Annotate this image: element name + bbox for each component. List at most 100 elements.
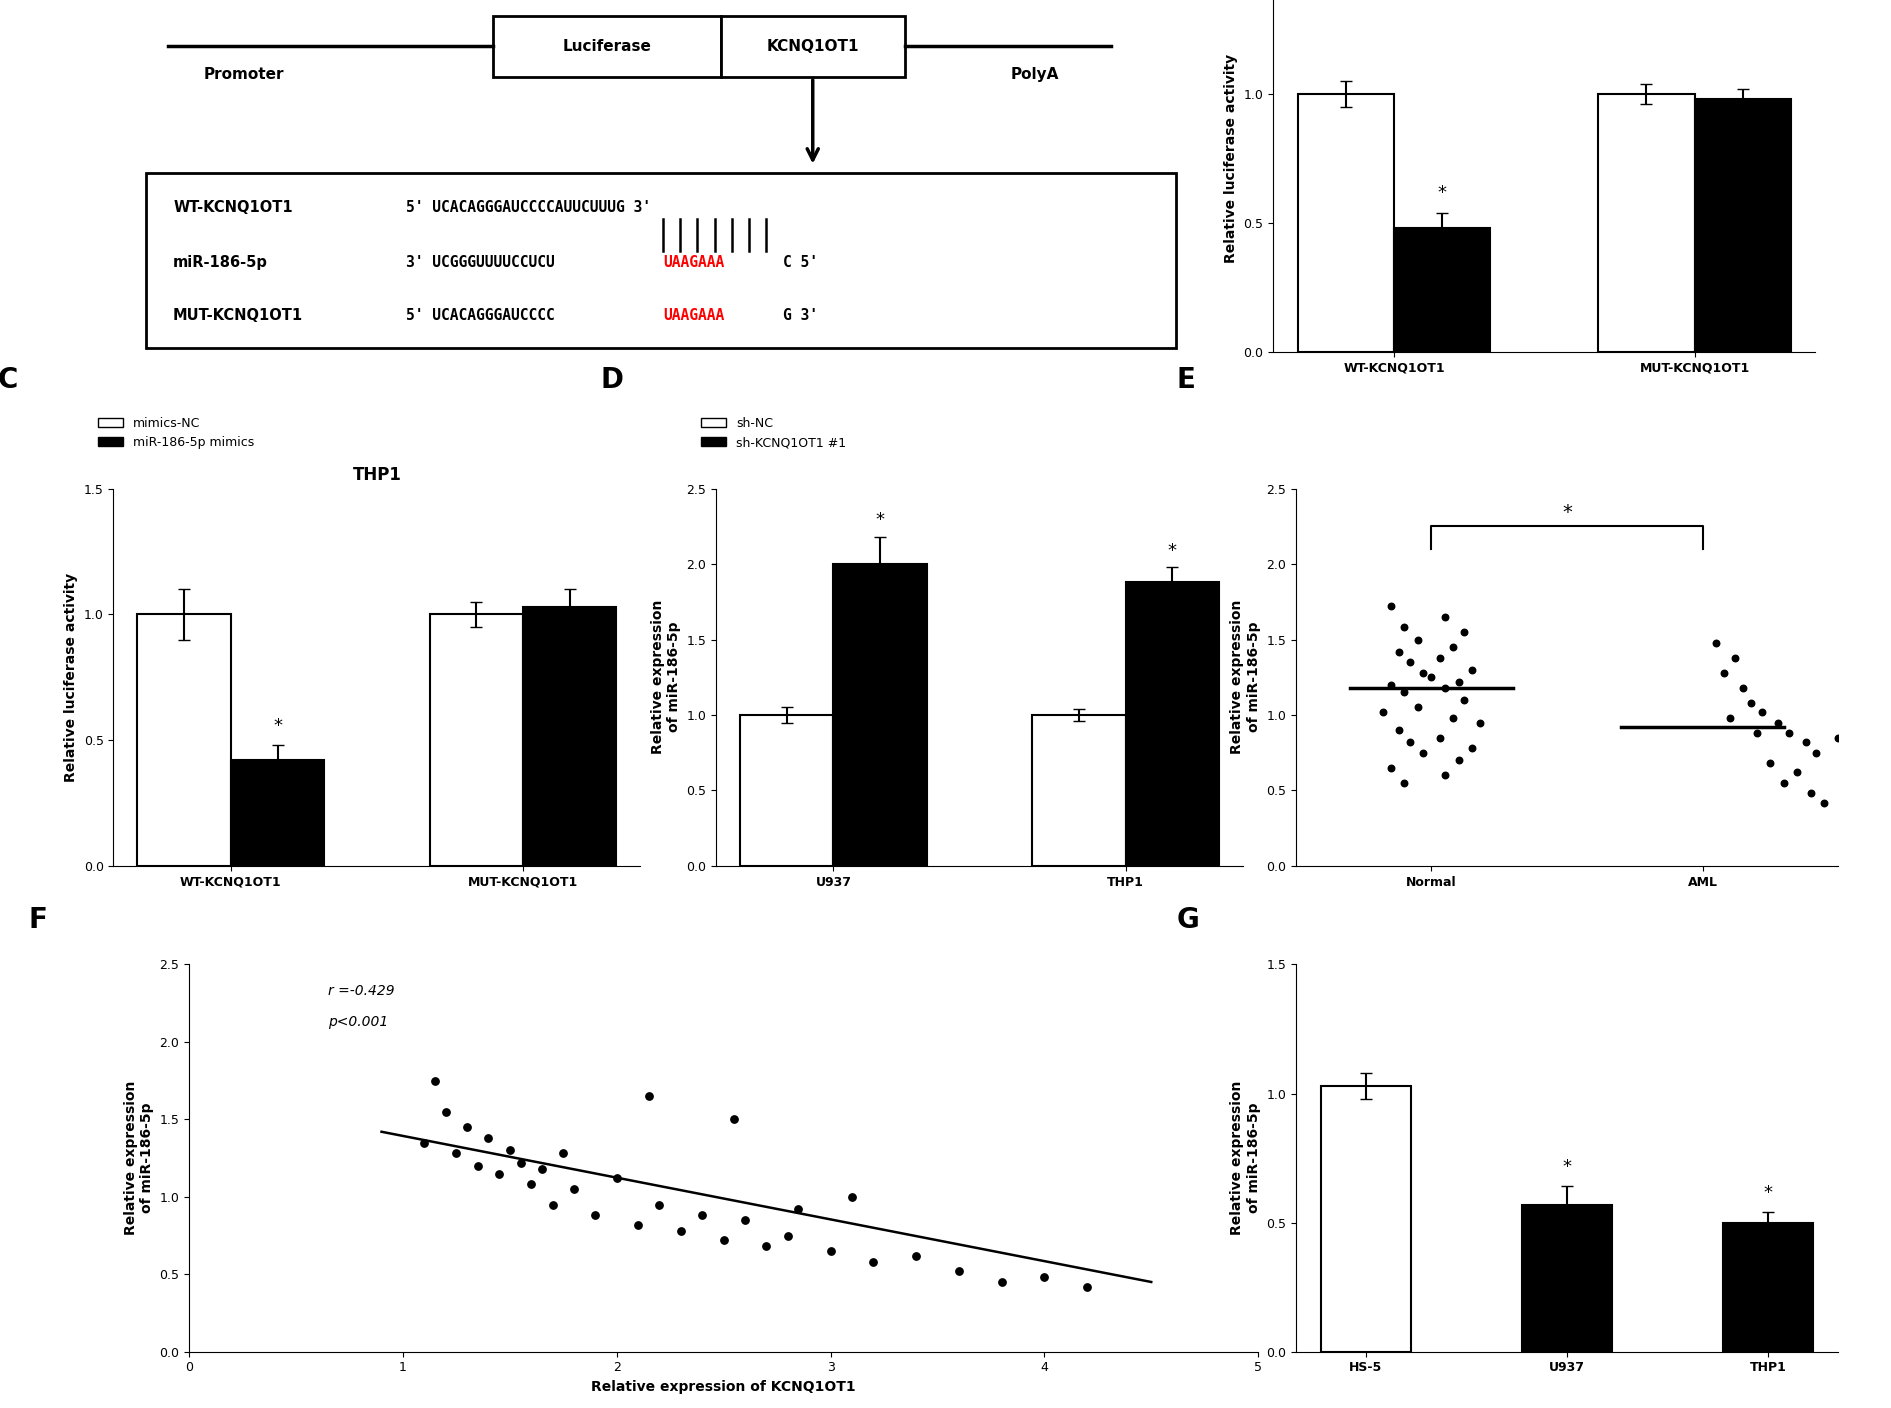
Bar [1694, 99, 1791, 352]
Bar [429, 614, 524, 866]
Legend: sh-NC, sh-KCNQ1OT1 #1: sh-NC, sh-KCNQ1OT1 #1 [696, 411, 851, 453]
Point [1403, 696, 1433, 718]
Point [1409, 742, 1439, 765]
Point [1416, 666, 1447, 689]
Point [473, 1126, 503, 1149]
Point [1390, 681, 1420, 704]
Text: p<0.001: p<0.001 [327, 1015, 388, 1029]
Title: THP1: THP1 [352, 466, 401, 484]
Text: WT-KCNQ1OT1: WT-KCNQ1OT1 [174, 200, 293, 215]
Point [1829, 736, 1859, 759]
Point [1836, 787, 1866, 810]
Text: F: F [28, 905, 47, 934]
Text: Promoter: Promoter [204, 66, 284, 82]
Point [1855, 715, 1885, 738]
Y-axis label: Relative luciferase activity: Relative luciferase activity [64, 573, 78, 781]
Text: KCNQ1OT1: KCNQ1OT1 [766, 39, 859, 54]
X-axis label: Relative expression of KCNQ1OT1: Relative expression of KCNQ1OT1 [592, 1380, 857, 1394]
Point [1449, 689, 1479, 711]
Text: G: G [1176, 905, 1199, 934]
Point [815, 1240, 845, 1262]
Text: miR-186-5p: miR-186-5p [174, 255, 269, 270]
Text: D: D [599, 366, 624, 394]
Point [1072, 1276, 1102, 1298]
Bar [138, 614, 231, 866]
Text: *: * [272, 717, 282, 735]
Text: 5' UCACAGGGAUCCCCAUUCUUUG 3': 5' UCACAGGGAUCCCCAUUCUUUG 3' [407, 200, 651, 215]
Point [645, 1194, 675, 1217]
Point [1458, 659, 1488, 681]
Point [1390, 772, 1420, 794]
Text: *: * [1562, 1159, 1571, 1176]
Point [1424, 727, 1454, 749]
Point [1774, 722, 1804, 745]
Bar [146, 173, 1176, 348]
Y-axis label: Relative expression
of miR-186-5p: Relative expression of miR-186-5p [1231, 1081, 1261, 1235]
Point [1736, 691, 1766, 714]
Point [1709, 662, 1740, 684]
Bar [524, 607, 616, 866]
Text: *: * [1437, 184, 1447, 203]
Point [516, 1173, 546, 1195]
Point [484, 1163, 514, 1186]
Point [1377, 673, 1407, 696]
Point [1728, 677, 1759, 700]
Point [1396, 650, 1426, 673]
Text: E: E [1176, 366, 1195, 394]
Y-axis label: Relative expression
of miR-186-5p: Relative expression of miR-186-5p [651, 600, 681, 755]
Point [987, 1270, 1017, 1293]
Text: *: * [1764, 1184, 1772, 1202]
Text: *: * [1562, 503, 1571, 522]
Point [944, 1260, 974, 1283]
Point [838, 1186, 868, 1208]
Point [452, 1115, 482, 1138]
Point [1430, 605, 1460, 628]
Point [1883, 696, 1891, 718]
Point [1791, 731, 1821, 753]
Point [1796, 783, 1827, 805]
Point [1377, 756, 1407, 779]
Text: PolyA: PolyA [1012, 66, 1059, 82]
Point [1863, 756, 1891, 779]
Y-axis label: Relative expression
of miR-186-5p: Relative expression of miR-186-5p [1231, 600, 1261, 755]
Point [900, 1245, 930, 1267]
Point [1802, 742, 1832, 765]
Point [751, 1235, 781, 1257]
Point [1844, 727, 1874, 749]
Point [1396, 731, 1426, 753]
Point [1403, 628, 1433, 650]
Y-axis label: Relative expression
of miR-186-5p: Relative expression of miR-186-5p [123, 1081, 153, 1235]
Point [420, 1070, 450, 1093]
Bar [720, 15, 906, 77]
Point [1849, 776, 1880, 798]
Bar [1297, 94, 1394, 352]
Bar [1394, 228, 1490, 352]
Point [730, 1208, 760, 1231]
Bar [1032, 715, 1125, 866]
Point [581, 1204, 611, 1226]
Y-axis label: Relative luciferase activity: Relative luciferase activity [1223, 54, 1239, 263]
Text: 5' UCACAGGGAUCCCC: 5' UCACAGGGAUCCCC [407, 307, 554, 322]
Point [1430, 765, 1460, 787]
Point [1449, 621, 1479, 643]
Point [1437, 707, 1467, 729]
Point [1430, 677, 1460, 700]
Point [1458, 736, 1488, 759]
Point [1390, 617, 1420, 639]
Text: UAAGAAA: UAAGAAA [664, 307, 724, 322]
Bar [231, 760, 325, 866]
Text: Luciferase: Luciferase [562, 39, 651, 54]
Text: C: C [0, 366, 17, 394]
Point [783, 1198, 813, 1221]
Bar [1125, 582, 1220, 866]
Text: C 5': C 5' [783, 255, 819, 270]
Text: MUT-KCNQ1OT1: MUT-KCNQ1OT1 [174, 307, 303, 322]
Point [463, 1155, 494, 1177]
Bar [494, 15, 720, 77]
Point [622, 1214, 652, 1236]
Bar [1723, 1222, 1813, 1352]
Point [1424, 646, 1454, 669]
Legend: mimics-NC, miR-186-5p mimics: mimics-NC, miR-186-5p mimics [93, 411, 259, 453]
Point [1872, 707, 1891, 729]
Point [1384, 641, 1414, 663]
